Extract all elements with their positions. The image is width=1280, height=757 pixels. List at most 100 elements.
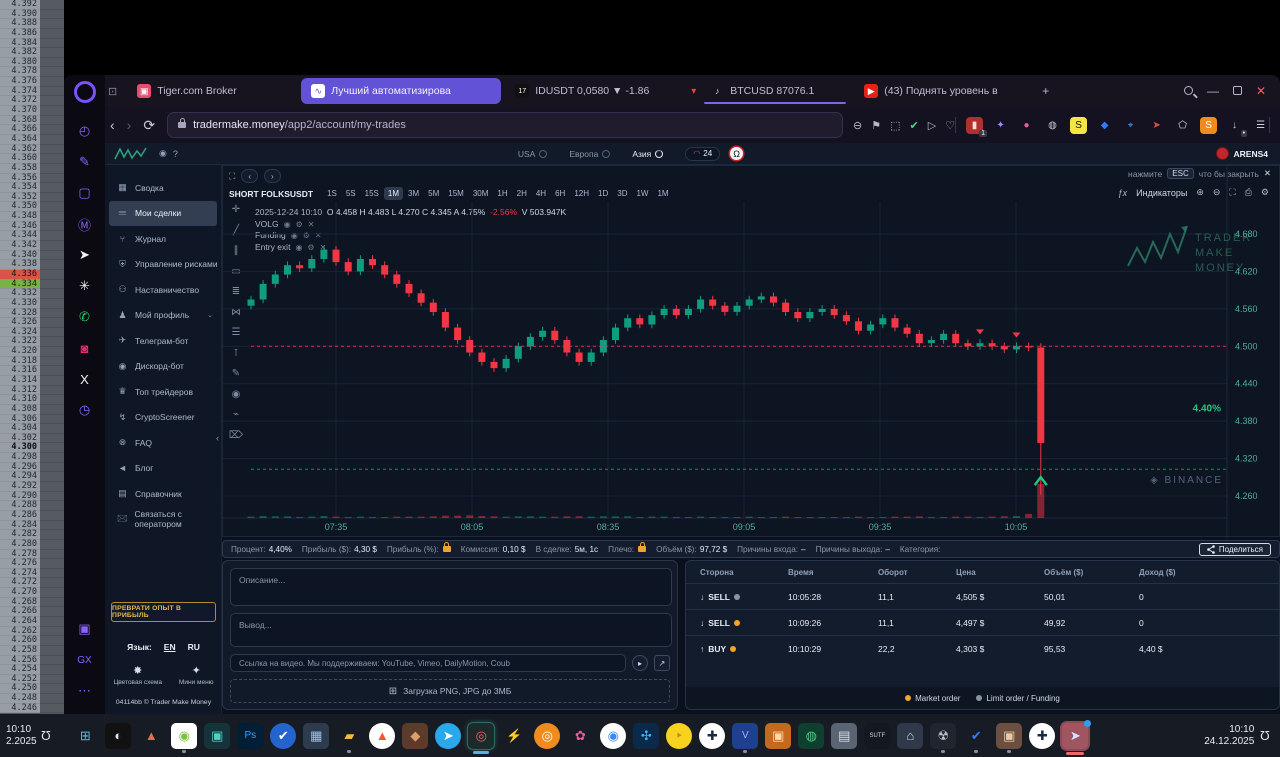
ladder-price-row[interactable]: 4.282 xyxy=(0,530,64,540)
snapshot-camera-icon[interactable]: ⎙ xyxy=(1244,187,1252,197)
ladder-price-row[interactable]: 4.296 xyxy=(0,462,64,473)
column-header[interactable]: Объём ($) xyxy=(1044,567,1084,577)
conclusion-textarea[interactable]: Вывод... xyxy=(230,613,672,647)
sidebar-item[interactable]: ♛ Топ трейдеров xyxy=(118,386,193,397)
video-open-button[interactable]: ↗ xyxy=(654,655,670,671)
zoom-out-icon[interactable]: ⊖ xyxy=(1212,187,1221,197)
timeframe-button[interactable]: 2H xyxy=(516,189,527,198)
sidebar-item[interactable]: 🖂 Связаться с оператором xyxy=(117,509,182,530)
orange-o-app-icon[interactable]: ◎ xyxy=(534,722,561,749)
ladder-price-row[interactable]: 4.308 xyxy=(0,404,64,415)
ladder-price-row[interactable]: 4.316 xyxy=(0,366,64,376)
ladder-price-row[interactable]: 4.284 xyxy=(0,520,64,531)
overlay-remove-icon[interactable]: ✕ xyxy=(314,231,322,240)
instagram-icon[interactable]: ◙ xyxy=(80,340,89,356)
brown-app-icon[interactable]: ◆ xyxy=(402,722,429,749)
crosshair-tool[interactable]: ✛ xyxy=(231,204,241,215)
ladder-price-row[interactable]: 4.362 xyxy=(0,144,64,155)
ladder-price-row[interactable]: 4.270 xyxy=(0,587,64,598)
session-toggle-азия[interactable]: Азия xyxy=(632,149,664,159)
back-icon[interactable]: ‹ xyxy=(110,117,115,133)
ladder-price-row[interactable]: 4.256 xyxy=(0,655,64,666)
shield-blue-extension-icon[interactable]: ◆ xyxy=(1100,119,1109,131)
send-icon[interactable]: ▷ xyxy=(927,119,937,132)
visibility-tool[interactable]: ◉ xyxy=(231,388,241,400)
close-button[interactable]: ✕ xyxy=(1255,84,1266,98)
notification-center-icon[interactable]: Ω xyxy=(1260,728,1270,743)
sidebar-item[interactable]: ◉ Дискорд-бот xyxy=(118,360,184,372)
url-field[interactable]: tradermake.money/app2/account/my-trades xyxy=(167,112,844,138)
secondary-clock[interactable]: 10:10 2.2025 xyxy=(6,723,37,747)
sidebar-item[interactable]: ♟ Мой профиль ⌄ xyxy=(118,309,213,321)
ladder-price-row[interactable]: 4.360 xyxy=(0,154,64,164)
timeframe-button[interactable]: 12H xyxy=(574,189,590,198)
plus2-app-icon[interactable]: ✚ xyxy=(1029,722,1056,749)
ladder-price-row[interactable]: 4.258 xyxy=(0,645,64,656)
ladder-price-row[interactable]: 4.364 xyxy=(0,134,64,145)
pinwheel-app-icon[interactable]: ✣ xyxy=(633,722,660,749)
fan-app-icon[interactable]: ☢ xyxy=(930,722,957,753)
ladder-price-row[interactable]: 4.340 xyxy=(0,250,64,261)
overlay-settings-icon[interactable]: ⚙ xyxy=(307,242,315,252)
earth-app-icon[interactable]: ◍ xyxy=(798,722,825,749)
fullscreen-icon[interactable]: ⛶ xyxy=(229,170,236,181)
modal-close-icon[interactable]: ✕ xyxy=(1263,168,1271,178)
ladder-price-row[interactable]: 4.260 xyxy=(0,636,64,646)
ladder-price-row[interactable]: 4.370 xyxy=(0,105,64,116)
ladder-price-row[interactable]: 4.378 xyxy=(0,67,64,78)
column-header[interactable]: Доход ($) xyxy=(1139,567,1176,577)
ladder-price-row[interactable]: 4.354 xyxy=(0,183,64,193)
column-header[interactable]: Цена xyxy=(956,567,976,577)
overlay-eye-icon[interactable]: ◉ xyxy=(295,242,303,252)
ladder-price-row[interactable]: 4.380 xyxy=(0,57,64,68)
order-row[interactable]: ↓ SELL 10:05:28 11,1 4,505 $50,01 0 xyxy=(686,583,1279,609)
timeframe-button[interactable]: 6H xyxy=(555,189,566,198)
order-row[interactable]: ↑ BUY 10:10:29 22,2 4,303 $95,53 4,40 $ xyxy=(686,635,1279,661)
account-menu[interactable]: ARENS4 xyxy=(1215,147,1268,160)
ladder-price-row[interactable]: 4.332 xyxy=(0,289,64,299)
timeframe-button[interactable]: 3D xyxy=(617,189,628,198)
ladder-price-row[interactable]: 4.390 xyxy=(0,9,64,20)
card-app-icon[interactable]: ▤ xyxy=(831,722,858,749)
wallet-extension-icon[interactable]: ▮ 1 xyxy=(966,116,988,137)
chrome-icon[interactable]: ◉ xyxy=(600,722,627,749)
explorer-icon[interactable]: ▰ xyxy=(336,723,362,753)
ladder-price-row[interactable]: 4.306 xyxy=(0,414,64,425)
timeframe-button[interactable]: 15M xyxy=(448,189,464,198)
ladder-price-row[interactable]: 4.318 xyxy=(0,356,64,367)
mini-menu-toggle[interactable]: ✦ Мини меню xyxy=(178,665,214,686)
ladder-price-row[interactable]: 4.330 xyxy=(0,298,64,309)
timeframe-button[interactable]: 1M xyxy=(657,189,669,198)
pointer-extension-icon[interactable]: ➤ xyxy=(1152,119,1161,131)
ladder-price-row[interactable]: 4.386 xyxy=(0,28,64,39)
ladder-price-row[interactable]: 4.352 xyxy=(0,192,64,203)
ladder-price-row[interactable]: 4.348 xyxy=(0,211,64,222)
duck-app-icon[interactable]: ‣ xyxy=(666,722,693,749)
sidebar-item[interactable]: ⊗ FAQ xyxy=(118,437,153,448)
indicators-button[interactable]: Индикаторы xyxy=(1136,187,1188,198)
forward-icon[interactable]: › xyxy=(126,117,132,133)
ladder-price-row[interactable]: 4.298 xyxy=(0,452,64,463)
timeframe-button[interactable]: 1W xyxy=(636,189,649,198)
ladder-price-row[interactable]: 4.384 xyxy=(0,38,64,49)
todo-check-icon[interactable]: ✔ xyxy=(270,722,297,749)
sidebar-item[interactable]: 𝄘 Мои сделки xyxy=(109,200,217,226)
plus-white-app-icon[interactable]: ✚ xyxy=(699,722,726,749)
ladder-price-row[interactable]: 4.276 xyxy=(0,559,64,569)
ladder-price-row[interactable]: 4.328 xyxy=(0,308,64,319)
ladder-price-row[interactable]: 4.392 xyxy=(0,0,64,10)
ladder-price-row[interactable]: 4.372 xyxy=(0,96,64,107)
ladder-price-row[interactable]: 4.288 xyxy=(0,501,64,511)
calculator-icon[interactable]: ▦ xyxy=(303,722,330,749)
eye-icon[interactable]: ◉ xyxy=(159,148,167,158)
session-toggle-usa[interactable]: USA xyxy=(518,149,548,159)
timeframe-button[interactable]: 1M xyxy=(383,187,404,200)
browser-tab[interactable]: ♪ BTCUSD 87076.1 xyxy=(700,78,850,104)
reload-icon[interactable]: ⟳ xyxy=(143,116,156,133)
ladder-price-row[interactable]: 4.382 xyxy=(0,48,64,58)
ladder-price-row[interactable]: 4.304 xyxy=(0,424,64,434)
sidebar-item[interactable]: ⚇ Наставничество xyxy=(118,284,200,295)
ladder-price-row[interactable]: 4.312 xyxy=(0,385,64,396)
color-scheme-toggle[interactable]: ✸ Цветовая схема xyxy=(113,665,163,686)
ladder-price-row[interactable]: 4.368 xyxy=(0,115,64,126)
